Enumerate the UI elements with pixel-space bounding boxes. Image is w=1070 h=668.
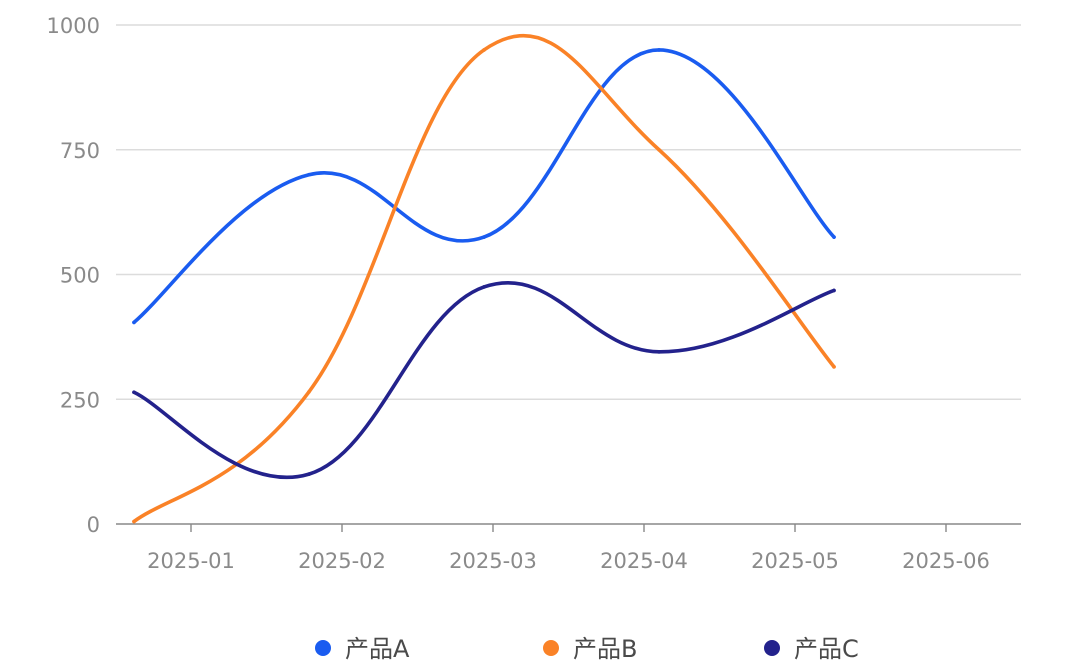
- legend-label: 产品A: [345, 635, 410, 663]
- y-axis: 0 250 500 750 1000: [47, 14, 100, 537]
- data-point: [482, 48, 486, 52]
- x-axis: 2025-01 2025-02 2025-03 2025-04 2025-05 2025-…: [116, 523, 1021, 573]
- y-tick-label: 250: [60, 388, 100, 412]
- legend-label: 产品B: [573, 635, 637, 663]
- legend-marker: [764, 640, 780, 656]
- legend-marker: [315, 640, 331, 656]
- y-tick-label: 750: [60, 139, 100, 163]
- data-point: [132, 519, 136, 524]
- data-point: [832, 288, 836, 293]
- series-2: [132, 34, 836, 524]
- legend-item[interactable]: 产品B: [543, 635, 637, 663]
- data-point: [482, 285, 486, 289]
- data-point: [307, 172, 311, 177]
- series-1: [132, 48, 836, 325]
- legend-item[interactable]: 产品C: [764, 635, 859, 663]
- data-point: [132, 390, 136, 395]
- y-tick-label: 0: [87, 513, 100, 537]
- series-line: [132, 34, 836, 524]
- series-layer: [132, 34, 836, 524]
- x-tick-label: 2025-05: [751, 549, 839, 573]
- data-point: [657, 350, 661, 354]
- series-line: [132, 48, 836, 325]
- data-point: [132, 320, 136, 325]
- legend-label: 产品C: [794, 635, 859, 663]
- data-point: [657, 147, 661, 152]
- series-line: [132, 280, 836, 480]
- x-tick-label: 2025-04: [600, 549, 688, 573]
- data-point: [482, 235, 486, 239]
- x-tick-label: 2025-06: [902, 549, 990, 573]
- legend: 产品A 产品B 产品C: [315, 635, 859, 663]
- y-tick-label: 1000: [47, 14, 100, 38]
- y-tick-label: 500: [60, 264, 100, 288]
- x-tick-label: 2025-03: [449, 549, 537, 573]
- data-point: [832, 235, 836, 239]
- data-point: [657, 48, 661, 52]
- data-point: [307, 472, 311, 476]
- data-point: [307, 389, 311, 394]
- x-tick-label: 2025-01: [147, 549, 235, 573]
- series-3: [132, 280, 836, 480]
- data-point: [832, 365, 836, 369]
- x-tick-label: 2025-02: [298, 549, 386, 573]
- grid-lines: [116, 24, 1021, 400]
- legend-marker: [543, 640, 559, 656]
- legend-item[interactable]: 产品A: [315, 635, 410, 663]
